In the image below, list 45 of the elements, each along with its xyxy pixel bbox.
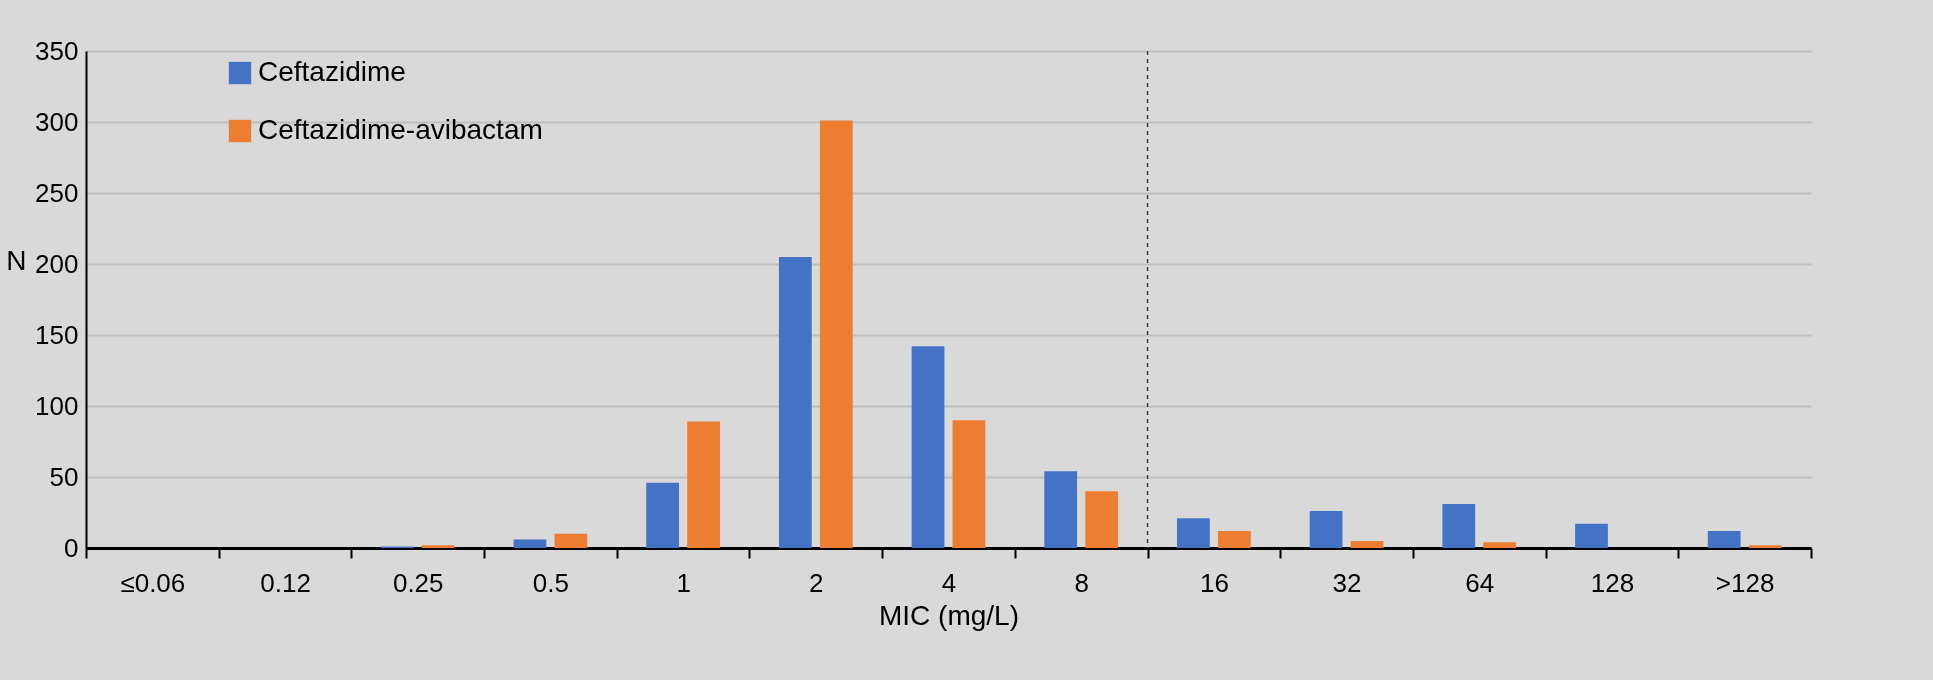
x-tick-label: 0.25 [392, 567, 444, 598]
x-tick-label: 16 [1199, 567, 1229, 598]
x-tick-label: 4 [941, 567, 957, 598]
legend-label: Ceftazidime-avibactam [258, 114, 543, 145]
bar [952, 420, 986, 548]
x-tick-label: 0.12 [260, 567, 311, 598]
bar [1217, 530, 1251, 548]
bar [1748, 545, 1782, 548]
bar [513, 539, 547, 548]
y-tick-label: 250 [35, 177, 79, 208]
bar [1575, 523, 1608, 548]
x-tick-label: 2 [809, 567, 824, 598]
bar [1350, 540, 1384, 548]
y-tick-label: 150 [35, 319, 79, 350]
bar [554, 533, 588, 548]
x-tick-label: 1 [676, 567, 691, 598]
x-tick-label: ≤0.06 [120, 567, 186, 598]
bar [1044, 471, 1078, 548]
bar [1177, 518, 1210, 548]
bar [911, 346, 945, 548]
bar [819, 120, 853, 548]
bar [1707, 530, 1741, 548]
bar [1085, 491, 1119, 548]
y-tick-label: 50 [49, 461, 79, 492]
bar [687, 421, 720, 548]
y-tick-label: 300 [35, 106, 79, 137]
y-tick-label: 200 [35, 248, 79, 279]
bar [1442, 503, 1476, 548]
x-tick-label: 128 [1590, 567, 1635, 598]
x-tick-label: 8 [1074, 567, 1089, 598]
y-tick-label: 100 [35, 390, 79, 421]
x-axis-title: MIC (mg/L) [879, 599, 1019, 631]
x-tick-label: 0.5 [532, 567, 569, 598]
bar [1483, 542, 1517, 548]
y-axis-title: N [6, 244, 27, 276]
bar [421, 545, 455, 548]
bar [646, 482, 680, 548]
y-tick-label: 0 [64, 532, 79, 563]
legend-label: Ceftazidime [258, 56, 406, 87]
x-tick-label: 64 [1465, 567, 1495, 598]
bar [1309, 511, 1343, 548]
bar [778, 256, 812, 548]
x-tick-label: 32 [1332, 567, 1362, 598]
x-tick-label: >128 [1715, 567, 1775, 598]
y-tick-label: 350 [35, 35, 79, 66]
